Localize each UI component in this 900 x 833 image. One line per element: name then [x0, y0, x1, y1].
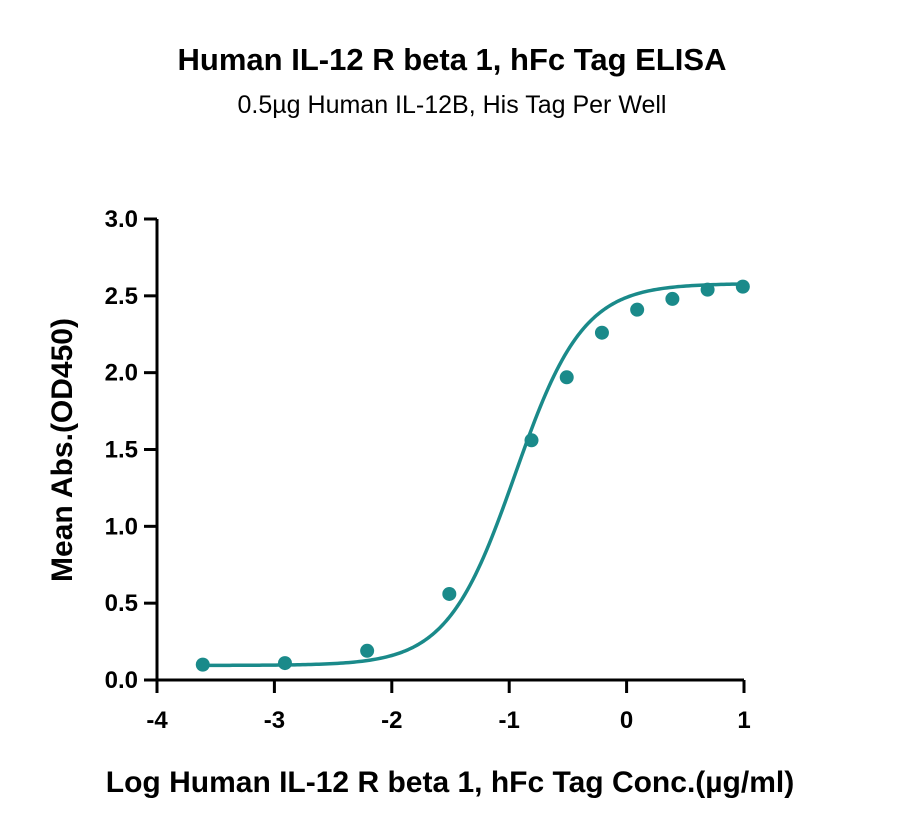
x-tick-label: -2	[381, 707, 402, 734]
y-tick-label: 3.0	[105, 206, 138, 233]
fit-curve-layer	[202, 282, 743, 668]
chart-subtitle: 0.5µg Human IL-12B, His Tag Per Well	[238, 91, 667, 119]
y-tick-label: 0.5	[105, 590, 138, 617]
data-point	[360, 643, 375, 658]
x-tick-label: -4	[146, 707, 168, 734]
y-tick-label: 0.0	[105, 667, 138, 694]
y-tick-label: 2.0	[105, 360, 138, 387]
data-point	[559, 370, 574, 385]
data-point	[195, 657, 210, 672]
x-tick-label: -3	[264, 707, 285, 734]
y-tick-label: 2.5	[105, 283, 138, 310]
data-point	[665, 291, 680, 306]
fit-curve	[202, 282, 743, 668]
axes: 0.0 0.5 1.0 1.5 2.0 2.5 3.0 -4 -3 -2 -1 0 1	[105, 206, 751, 734]
data-point	[735, 279, 750, 294]
y-tick-label: 1.0	[105, 513, 138, 540]
data-point	[594, 325, 609, 340]
chart-title: Human IL-12 R beta 1, hFc Tag ELISA	[178, 42, 727, 77]
x-tick-label: 0	[620, 707, 633, 734]
data-point	[442, 586, 457, 601]
x-tick-label: -1	[499, 707, 520, 734]
data-points-layer	[195, 279, 750, 672]
x-tick-label: 1	[737, 707, 750, 734]
y-tick-label: 1.5	[105, 437, 138, 464]
data-point	[277, 656, 292, 671]
x-axis-label: Log Human IL-12 R beta 1, hFc Tag Conc.(…	[106, 766, 794, 799]
data-point	[630, 302, 645, 317]
y-axis-label: Mean Abs.(OD450)	[46, 318, 79, 582]
data-point	[524, 433, 539, 448]
data-point	[700, 282, 715, 297]
